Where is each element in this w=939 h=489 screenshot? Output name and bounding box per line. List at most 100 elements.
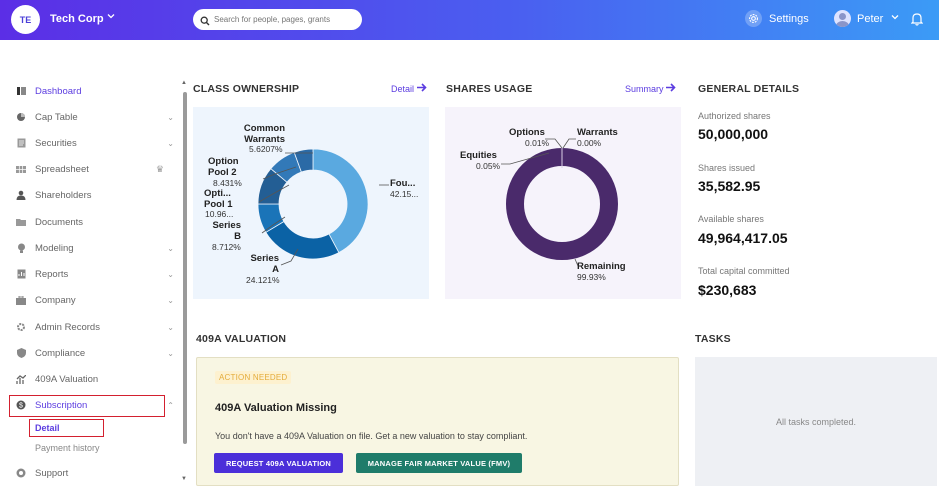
valuation-card-title: 409A Valuation Missing — [215, 402, 337, 414]
search-box[interactable] — [193, 9, 362, 30]
shareholders-icon — [16, 190, 26, 200]
segment-common-warrants[interactable] — [293, 148, 314, 173]
support-icon — [16, 468, 26, 478]
available-shares-value: 49,964,417.05 — [698, 230, 788, 246]
pct-option-pool-2: 8.431% — [213, 178, 242, 188]
class-ownership-title: CLASS OWNERSHIP — [193, 83, 300, 95]
sidebar-item-dashboard[interactable]: Dashboard — [16, 81, 176, 101]
sidebar-subitem-detail[interactable]: Detail — [35, 423, 60, 433]
authorized-shares-label: Authorized shares — [698, 111, 771, 121]
total-capital-value: $230,683 — [698, 282, 757, 298]
label-option-pool-2: Option Pool 2 — [208, 156, 239, 178]
shares-usage-summary-link[interactable]: Summary — [625, 83, 676, 94]
request-409a-button[interactable]: REQUEST 409A VALUATION — [214, 453, 343, 473]
total-capital-label: Total capital committed — [698, 266, 790, 276]
sidebar-scrollbar[interactable] — [183, 92, 187, 444]
pct-equities: 0.05% — [476, 161, 501, 171]
admin-records-icon — [16, 322, 26, 332]
search-icon — [200, 13, 210, 31]
label-common-warrants: Common Warrants — [243, 123, 285, 145]
sidebar-item-spreadsheet[interactable]: Spreadsheet ♛ — [16, 159, 176, 179]
label-remaining: Remaining — [577, 261, 626, 272]
sidebar-item-reports[interactable]: Reports ⌄ — [16, 264, 176, 284]
sidebar-subitem-payment-history[interactable]: Payment history — [35, 443, 100, 453]
search-input[interactable] — [214, 12, 356, 27]
shares-usage-chart: Options 0.01% Warrants 0.00% Equities 0.… — [445, 107, 681, 299]
sidebar-item-securities[interactable]: Securities ⌄ — [16, 133, 176, 153]
shares-issued-label: Shares issued — [698, 163, 756, 173]
sidebar-item-409a-valuation[interactable]: 409A Valuation — [16, 369, 176, 389]
user-name: Peter — [857, 12, 884, 25]
general-details-title: GENERAL DETAILS — [698, 83, 800, 95]
top-bar: TE Tech Corp Settings Peter — [0, 0, 939, 40]
scroll-down-icon[interactable]: ▼ — [181, 476, 187, 482]
tasks-title: TASKS — [695, 333, 731, 345]
svg-text:$: $ — [19, 403, 23, 410]
user-menu[interactable]: Peter — [834, 10, 900, 27]
sidebar-item-subscription[interactable]: $ Subscription ⌃ — [16, 395, 176, 415]
sidebar-item-modeling[interactable]: Modeling ⌄ — [16, 238, 176, 258]
chevron-down-icon: ⌄ — [167, 112, 174, 122]
crown-icon: ♛ — [155, 163, 164, 174]
org-name[interactable]: Tech Corp — [50, 13, 104, 25]
label-option-pool-1: Opti... Pool 1 — [204, 188, 233, 210]
class-ownership-detail-link[interactable]: Detail — [391, 83, 427, 94]
sidebar-item-documents[interactable]: Documents — [16, 212, 176, 232]
donut-segments — [257, 148, 369, 260]
shares-usage-title: SHARES USAGE — [446, 83, 533, 95]
modeling-icon — [16, 243, 26, 253]
sidebar-item-cap-table[interactable]: Cap Table ⌄ — [16, 107, 176, 127]
chevron-down-icon: ⌄ — [167, 269, 174, 279]
chevron-down-icon — [890, 12, 900, 25]
valuation-card: ACTION NEEDED 409A Valuation Missing You… — [196, 357, 679, 486]
segment-founders[interactable] — [312, 148, 369, 254]
arrow-right-icon — [416, 83, 427, 94]
sidebar-item-support[interactable]: Support — [16, 463, 176, 483]
highlight-box-subscription — [9, 395, 165, 417]
bell-icon[interactable] — [910, 12, 924, 31]
remaining-segment — [506, 148, 618, 260]
sidebar: Dashboard Cap Table ⌄ Securities ⌄ Sprea… — [0, 40, 192, 489]
company-icon — [16, 295, 26, 305]
sidebar-item-shareholders[interactable]: Shareholders — [16, 185, 176, 205]
chevron-down-icon[interactable] — [106, 11, 116, 24]
chevron-down-icon: ⌄ — [167, 295, 174, 305]
cap-table-icon — [16, 112, 26, 122]
label-equities: Equities — [460, 150, 497, 161]
sidebar-item-admin-records[interactable]: Admin Records ⌄ — [16, 317, 176, 337]
tasks-panel — [695, 357, 937, 486]
compliance-icon — [16, 348, 26, 358]
label-founders: Fou... — [390, 178, 416, 189]
chevron-down-icon: ⌄ — [167, 348, 174, 358]
pct-series-b: 8.712% — [212, 242, 241, 252]
arrow-right-icon — [666, 83, 676, 94]
class-ownership-donut — [257, 148, 389, 266]
settings-button[interactable]: Settings — [745, 10, 809, 27]
chevron-down-icon: ⌄ — [167, 243, 174, 253]
pct-options: 0.01% — [525, 138, 550, 148]
spreadsheet-icon — [16, 164, 26, 174]
chevron-down-icon: ⌄ — [167, 138, 174, 148]
scroll-up-icon[interactable]: ▲ — [181, 80, 187, 86]
pct-common-warrants: 5.6207% — [249, 144, 283, 154]
manage-fmv-button[interactable]: MANAGE FAIR MARKET VALUE (FMV) — [356, 453, 522, 473]
sidebar-item-compliance[interactable]: Compliance ⌄ — [16, 343, 176, 363]
gear-icon — [745, 10, 762, 27]
pct-series-a: 24.121% — [246, 275, 280, 285]
pct-warrants: 0.00% — [577, 138, 602, 148]
settings-label: Settings — [769, 12, 809, 25]
authorized-shares-value: 50,000,000 — [698, 126, 769, 142]
valuation-title: 409A VALUATION — [196, 333, 287, 345]
org-avatar[interactable]: TE — [11, 5, 40, 34]
pct-remaining: 99.93% — [577, 272, 606, 282]
subscription-icon: $ — [16, 400, 26, 410]
shares-usage-donut — [501, 138, 618, 267]
valuation-card-text: You don't have a 409A Valuation on file.… — [215, 431, 528, 441]
label-series-b: Series B — [212, 220, 241, 242]
avatar — [834, 10, 851, 27]
pct-founders: 42.15... — [390, 189, 419, 199]
label-warrants: Warrants — [577, 127, 618, 138]
status-badge: ACTION NEEDED — [215, 371, 292, 384]
pct-option-pool-1: 10.96... — [205, 209, 234, 219]
sidebar-item-company[interactable]: Company ⌄ — [16, 290, 176, 310]
